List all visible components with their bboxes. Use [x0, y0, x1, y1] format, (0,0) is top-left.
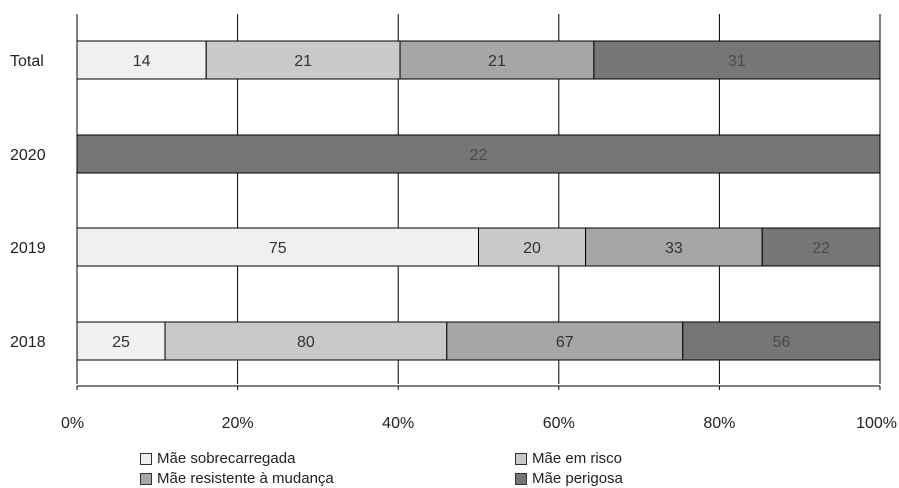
category-labels: Total 2020 2019 2018	[10, 53, 46, 351]
legend-item: Mãe em risco	[515, 450, 622, 467]
bar-segment	[585, 227, 763, 267]
data-label: 25	[112, 334, 130, 351]
bar-segment	[76, 227, 479, 267]
bar-segment	[446, 321, 684, 361]
x-tick-label: 60%	[543, 415, 575, 432]
bar-segment	[478, 227, 587, 267]
legend-item: Mãe resistente à mudança	[140, 470, 334, 487]
data-label: 33	[665, 240, 683, 257]
data-label: 75	[269, 240, 287, 257]
data-label: 21	[488, 53, 506, 70]
data-label: 67	[556, 334, 574, 351]
data-label: 56	[772, 334, 790, 351]
bar-segment	[761, 227, 881, 267]
bars: 14 21 21 31 22 75 20 33 22 25 80 67 56	[76, 40, 881, 361]
data-label: 22	[470, 147, 488, 164]
category-label: 2019	[10, 240, 46, 257]
category-label: 2018	[10, 334, 46, 351]
bar-segment	[76, 321, 166, 361]
legend-swatch	[515, 452, 527, 465]
legend-item: Mãe perigosa	[515, 470, 623, 487]
data-label: 20	[523, 240, 541, 257]
legend-label: Mãe em risco	[532, 450, 623, 467]
data-label: 80	[297, 334, 315, 351]
data-label: 31	[728, 53, 746, 70]
legend-label: Mãe sobrecarregada	[157, 450, 296, 467]
bar-segment	[682, 321, 881, 361]
x-tick-label: 100%	[856, 415, 897, 432]
category-label: 2020	[10, 147, 46, 164]
x-tick-label: 20%	[222, 415, 254, 432]
bar-segment	[76, 40, 207, 80]
bar-segment	[76, 134, 881, 174]
category-label: Total	[10, 53, 44, 70]
legend-label: Mãe resistente à mudança	[157, 470, 334, 487]
data-label: 14	[133, 53, 151, 70]
data-label: 22	[812, 240, 830, 257]
legend-item: Mãe sobrecarregada	[140, 450, 295, 467]
legend-swatch	[140, 472, 152, 485]
legend-label: Mãe perigosa	[532, 470, 623, 487]
x-tick-label: 0%	[61, 415, 84, 432]
bar-segment	[164, 321, 448, 361]
legend-swatch	[140, 452, 152, 465]
x-tick-label: 80%	[703, 415, 735, 432]
legend-swatch	[515, 472, 527, 485]
x-tick-label: 40%	[382, 415, 414, 432]
bar-segment	[593, 40, 881, 80]
x-axis: 0% 20% 40% 60% 80% 100%	[61, 385, 897, 432]
data-label: 21	[294, 53, 312, 70]
